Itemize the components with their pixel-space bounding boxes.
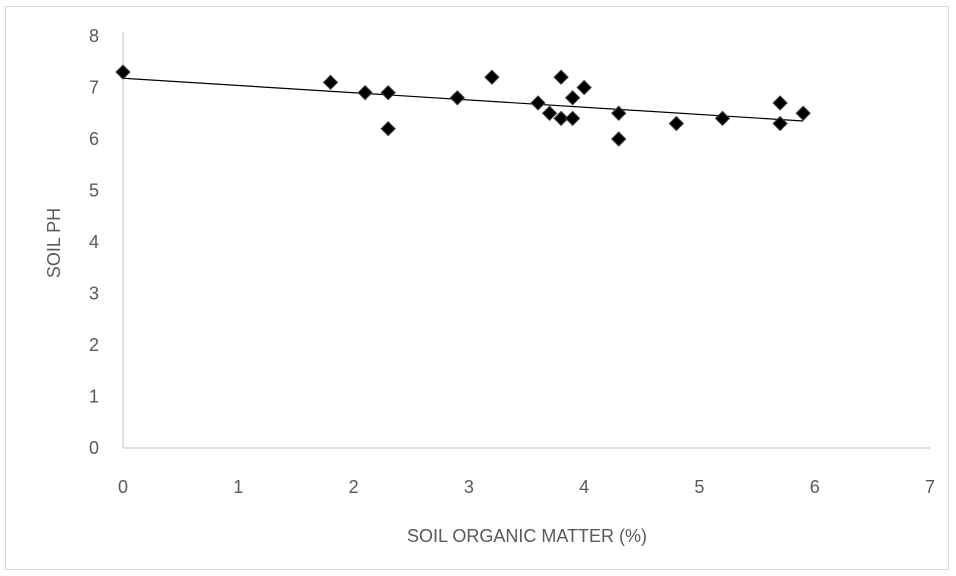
data-point [611,105,627,121]
x-tick-label: 6 [810,477,820,497]
y-tick-label: 4 [89,232,99,252]
data-point [564,90,581,106]
data-point [668,115,685,132]
data-point [714,110,731,127]
data-point [484,69,500,85]
data-point [449,90,466,106]
data-point [576,79,592,96]
x-tick-label: 1 [233,477,243,497]
data-point [380,120,396,137]
data-point [530,95,546,111]
x-axis-label: SOIL ORGANIC MATTER (%) [407,526,647,546]
x-tick-label: 2 [349,477,359,497]
x-tick-label: 4 [579,477,589,497]
x-tick-labels: 0 1 2 3 4 5 6 7 [118,477,935,497]
data-point [380,84,396,101]
y-tick-labels: 0 1 2 3 4 5 6 7 8 [89,26,99,458]
data-point [772,115,788,132]
y-tick-label: 1 [89,387,99,407]
x-tick-label: 3 [464,477,474,497]
y-axis-label: SOIL PH [44,208,64,278]
data-point [115,64,131,80]
y-tick-label: 5 [89,181,99,201]
data-point [772,95,788,111]
y-tick-label: 0 [89,438,99,458]
y-tick-label: 2 [89,335,99,355]
x-tick-label: 5 [694,477,704,497]
data-points [115,64,811,147]
data-point [564,110,581,127]
x-tick-label: 7 [925,477,935,497]
data-point [357,84,373,101]
y-tick-label: 7 [89,78,99,98]
x-tick-label: 0 [118,477,128,497]
data-point [553,69,569,85]
y-tick-label: 8 [89,26,99,46]
data-point [553,110,569,127]
y-tick-label: 3 [89,284,99,304]
data-point [795,105,811,121]
y-tick-label: 6 [89,129,99,149]
data-point [322,74,339,91]
data-point [611,131,627,147]
data-point [541,105,558,121]
axes [122,32,930,449]
